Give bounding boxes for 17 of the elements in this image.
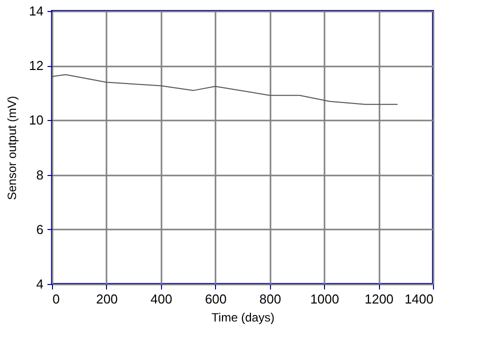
x-tick-label: 1000 xyxy=(310,292,340,306)
y-tick-label: 14 xyxy=(29,4,44,18)
x-tick-label: 1200 xyxy=(364,292,394,306)
y-tick-label: 8 xyxy=(36,167,44,182)
line-series xyxy=(52,74,398,105)
y-tick-label: 10 xyxy=(29,112,44,128)
x-tick-label: 0 xyxy=(52,292,60,306)
x-tick-label: 400 xyxy=(150,292,172,306)
x-tick-label: 1400 xyxy=(404,292,434,306)
y-tick-label: 4 xyxy=(36,276,44,292)
x-tick-label: 800 xyxy=(259,292,282,306)
y-axis-title: Sensor output (mV) xyxy=(5,96,20,200)
x-tick-label: 600 xyxy=(204,292,227,306)
y-tick-label: 6 xyxy=(36,222,44,237)
y-tick-label: 12 xyxy=(29,58,44,74)
x-axis-title: Time (days) xyxy=(212,310,274,324)
x-tick-label: 200 xyxy=(96,292,118,306)
